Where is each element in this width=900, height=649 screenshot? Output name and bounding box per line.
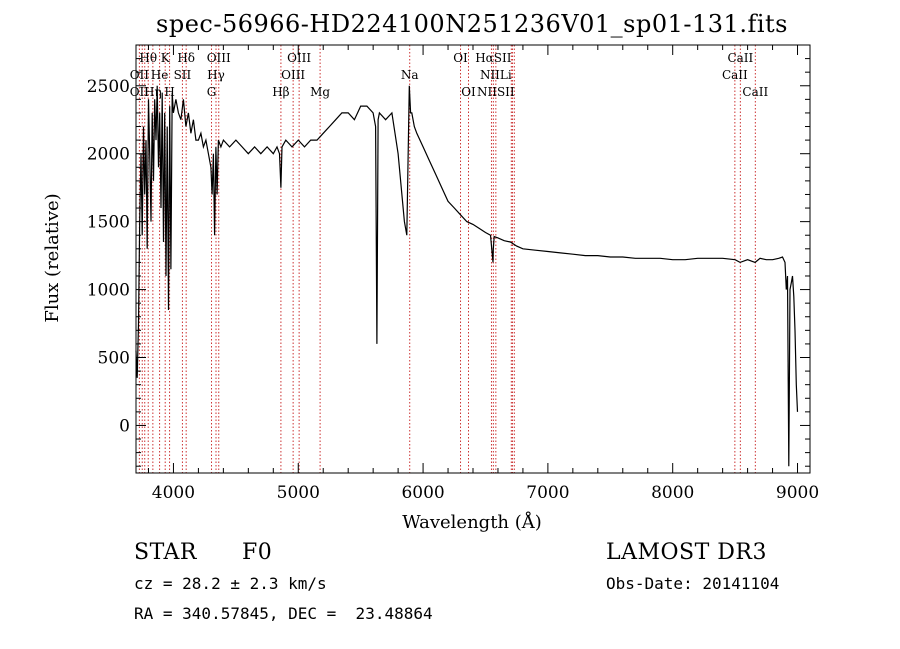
x-tick-label: 7000 [526,483,569,503]
line-marker-label: CaII [742,85,768,99]
y-tick-label: 2000 [87,145,130,165]
line-marker-label: OI [461,85,476,99]
line-marker-label: He [151,68,169,82]
line-marker-label: OIII [207,51,231,65]
line-marker-label: Na [401,68,419,82]
y-axis-label: Flux (relative) [42,193,63,322]
object-class: STAR [134,540,197,565]
line-markers: Hθ K Hδ OIII OIII OI HαSII CaII OII He SII Hγ OIII Na… [130,45,768,473]
x-axis-label: Wavelength (Å) [402,511,542,533]
obs-date: Obs-Date: 20141104 [606,574,780,593]
line-marker-label: OII [130,68,150,82]
line-marker-label: G [207,85,217,99]
y-tick-label: 1000 [87,281,130,301]
line-marker-label: Hδ [177,51,195,65]
line-marker-label: HαSII [475,51,512,65]
line-marker-label: CaII [722,68,748,82]
line-marker-label: H [164,85,174,99]
chart-title: spec-56966-HD224100N251236V01_sp01-131.f… [156,10,788,38]
y-tick-label: 500 [98,349,130,369]
plot-frame [135,44,811,474]
y-tick-label: 1500 [87,213,130,233]
coordinates: RA = 340.57845, DEC = 23.48864 [134,604,433,623]
line-marker-label: NIISII [477,85,515,99]
line-marker-label: OII [130,85,150,99]
survey-name: LAMOST DR3 [606,540,767,565]
spectrum-line [135,85,799,467]
line-marker-label: OI [453,51,468,65]
line-marker-label: OIII [287,51,311,65]
subclass: F0 [242,540,273,565]
line-marker-label: NIILi [480,68,512,82]
line-marker-label: Hθ [139,51,157,65]
x-tick-label: 5000 [277,483,320,503]
line-marker-label: SII [174,68,192,82]
line-marker-label: Hβ [272,85,289,99]
line-marker-label: Hη [144,85,162,99]
line-marker-label: OIII [281,68,305,82]
x-tick-label: 9000 [776,483,819,503]
y-tick-label: 0 [119,416,130,436]
line-marker-label: Mg [310,85,330,99]
x-tick-label: 4000 [152,483,195,503]
plot-area [135,85,799,467]
line-marker-label: CaII [727,51,753,65]
x-tick-label: 8000 [651,483,694,503]
redshift-readout: cz = 28.2 ± 2.3 km/s [134,574,327,593]
x-tick-label: 6000 [401,483,444,503]
axes: 4000 5000 6000 7000 8000 9000 0 500 1000 1500 2000… [87,44,819,503]
line-marker-label: Hγ [207,68,225,82]
y-tick-label: 2500 [87,77,130,97]
line-marker-label: K [161,51,171,65]
